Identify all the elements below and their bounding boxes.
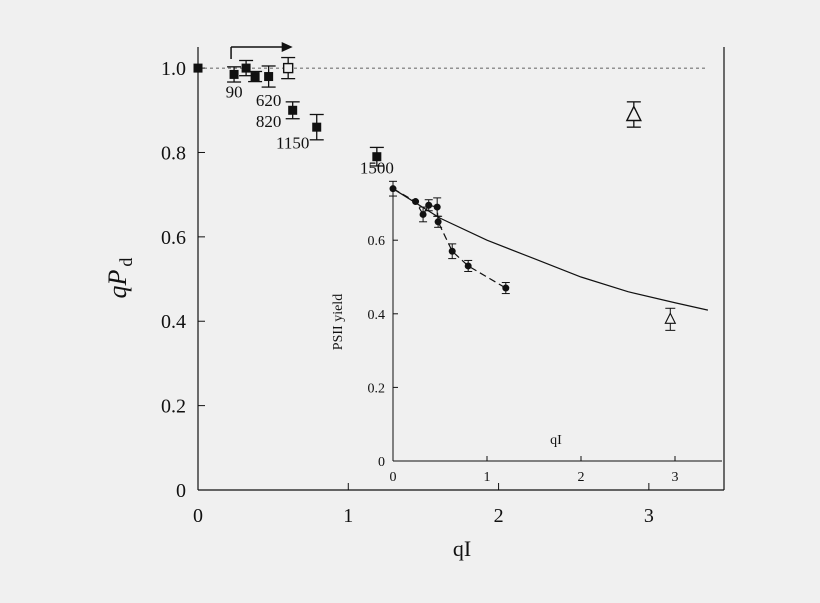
main-x-tick-label: 2 (494, 505, 504, 527)
main-point-annotation: 1500 (360, 159, 394, 178)
main-point-filled-square (264, 72, 274, 82)
inset-data-point (419, 210, 427, 218)
main-x-axis-title: qI (453, 536, 471, 561)
inset-data-point (464, 262, 472, 270)
main-y-tick-label: 0.8 (161, 142, 186, 164)
main-point-filled-square (312, 122, 322, 132)
inset-x-tick-label: 1 (484, 470, 491, 485)
inset-data-point (448, 247, 456, 255)
inset-y-axis-title: PSII yield (331, 294, 346, 350)
main-point-annotation: 1150 (276, 133, 309, 152)
inset-y-tick-label: 0.4 (368, 308, 386, 323)
main-point-annotation: 620 (256, 91, 282, 110)
main-x-tick-label: 3 (644, 505, 654, 527)
inset-data-point (412, 198, 420, 206)
inset-data-point (425, 201, 433, 209)
main-point-filled-square (241, 63, 251, 73)
inset-model-curve (392, 188, 709, 311)
main-point-open-triangle (625, 104, 642, 122)
main-x-tick-label: 1 (343, 505, 353, 527)
main-x-tick-label: 0 (193, 505, 203, 527)
inset-point-open-triangle (664, 312, 677, 324)
main-y-axis-title-sub: d (116, 258, 136, 267)
inset-data-point (389, 185, 397, 193)
inset-data-dashed-line (392, 188, 507, 289)
main-y-tick-label: 0.4 (161, 311, 186, 333)
main-point-filled-square (288, 105, 298, 115)
inset-data-point (434, 218, 442, 226)
main-point-filled-square (372, 152, 382, 162)
inset-y-tick-label: 0.6 (368, 234, 386, 249)
inset-chart: 0 0.2 0.4 0.6 0 1 2 3 (368, 180, 722, 485)
main-y-tick-label: 0.2 (161, 396, 186, 418)
main-y-tick-label: 0 (176, 480, 186, 502)
main-y-axis-title-main: qP (103, 269, 132, 298)
main-y-tick-label: 1.0 (161, 58, 186, 80)
main-chart: 0 0.2 0.4 0.6 0.8 1.0 0 1 2 3 90 620 820 1150 1500 (161, 42, 725, 527)
main-point-annotation: 820 (256, 112, 282, 131)
inset-x-tick-label: 3 (672, 470, 679, 485)
inset-data-point (502, 284, 510, 292)
inset-data-point (433, 203, 441, 211)
main-point-filled-square (229, 69, 239, 79)
main-point-filled-square (250, 72, 260, 82)
main-y-tick-label: 0.6 (161, 227, 186, 249)
inset-x-axis-title: qI (550, 433, 562, 448)
inset-x-tick-label: 0 (390, 470, 397, 485)
main-y-axis-title: qP d (103, 258, 136, 299)
inset-y-tick-label: 0.2 (368, 381, 386, 396)
main-point-annotation: 90 (226, 83, 243, 102)
main-point-filled-square (193, 63, 203, 73)
inset-y-tick-label: 0 (378, 455, 385, 470)
main-point-open-square (282, 62, 294, 74)
inset-x-tick-label: 2 (578, 470, 585, 485)
arrow-head (281, 42, 293, 52)
